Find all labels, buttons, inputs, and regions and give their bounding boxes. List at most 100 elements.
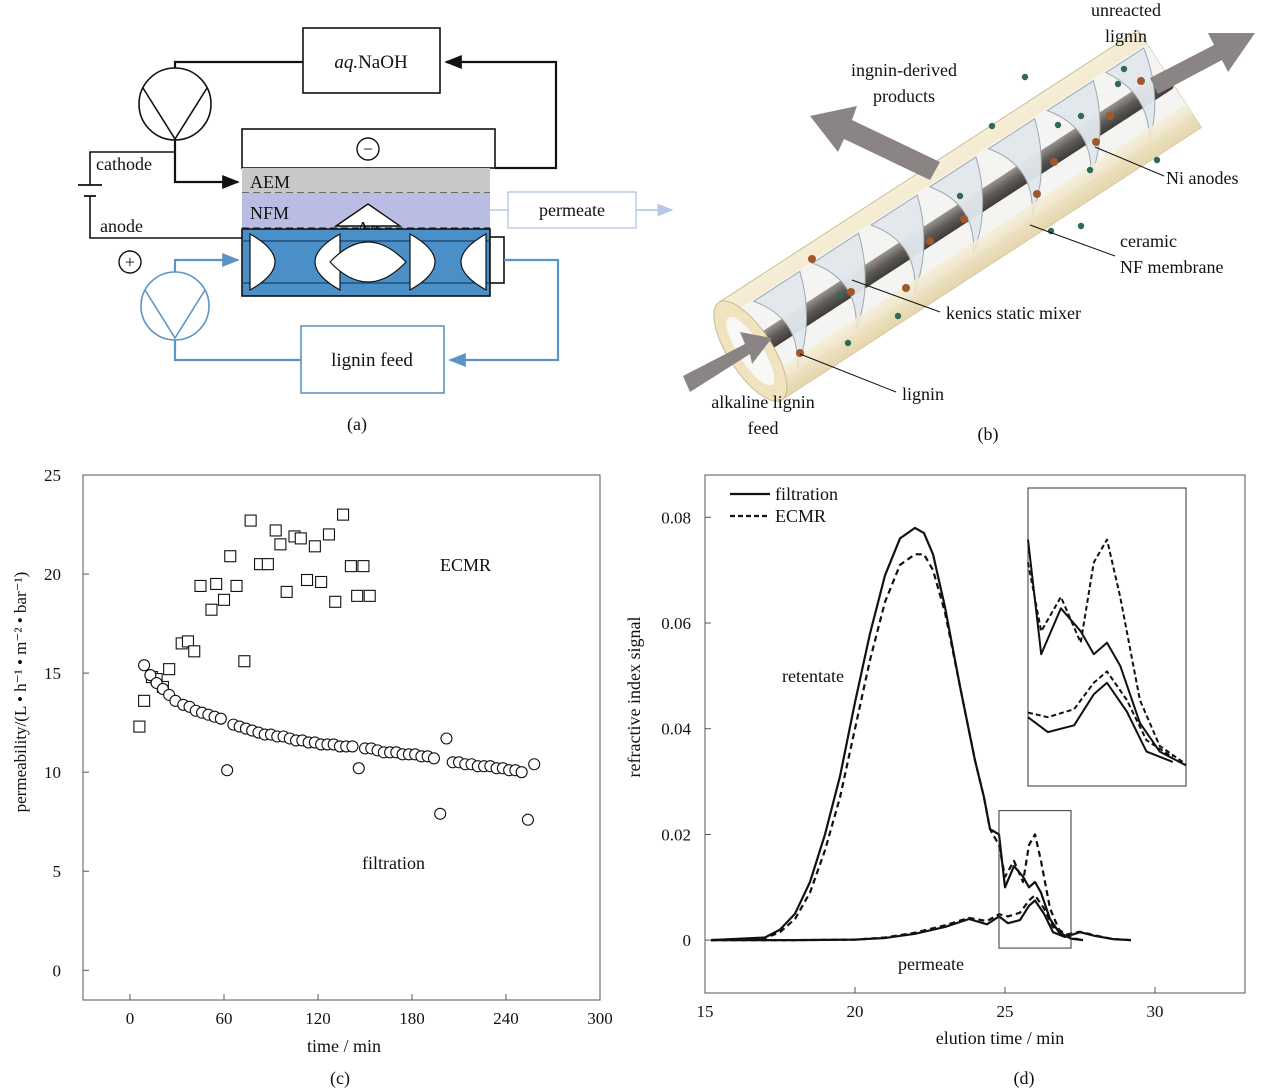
- inset-series-line: [1027, 670, 1174, 759]
- y-tick-label: 10: [44, 763, 61, 782]
- panel-c-permeability-chart: 0 60 120 180 240 300 0 5 10 15 20 25 ECMR filtrati…: [11, 466, 613, 1089]
- naoh-reservoir-box: [302, 27, 441, 94]
- feed-flow-arrow: [683, 332, 772, 392]
- panel-b-caption: (b): [978, 424, 999, 445]
- reactor-tube: [713, 29, 1202, 402]
- x-tick-label: 0: [126, 1009, 135, 1028]
- minus-symbol: −: [363, 139, 373, 159]
- unreacted-lignin-label: unreacted lignin: [1091, 0, 1161, 46]
- products-flow-arrow: [810, 106, 940, 180]
- permeate-label: permeate: [539, 200, 605, 220]
- chart-c-x-ticks: 0 60 120 180 240 300: [126, 994, 613, 1028]
- legend-filtration-label: filtration: [775, 484, 838, 504]
- x-tick-label: 180: [399, 1009, 425, 1028]
- x-tick-label: 25: [997, 1002, 1014, 1021]
- series-line: [710, 526, 1084, 942]
- chart-d-legend: filtration ECMR: [730, 484, 838, 526]
- panel-c-caption: (c): [330, 1068, 350, 1089]
- label-line: lignin: [1105, 26, 1147, 46]
- plus-circle: [118, 250, 142, 274]
- ecmr-point: [294, 532, 307, 545]
- y-tick-label: 0.08: [661, 508, 691, 527]
- catholyte-pump: [138, 67, 212, 141]
- lignin-feed-box: [300, 325, 445, 394]
- chart-c-frame: [82, 474, 601, 1001]
- ecmr-point: [300, 573, 314, 587]
- ecmr-point: [224, 550, 237, 563]
- x-tick-label: 60: [216, 1009, 233, 1028]
- cathode-wire: [89, 151, 175, 185]
- pump-to-cell-line: [173, 140, 240, 190]
- inset-series-line: [1027, 538, 1187, 766]
- ecmr-point: [357, 560, 370, 573]
- zoom-region-box: [998, 810, 1072, 949]
- inset-series-line: [1027, 681, 1174, 763]
- chart-d-x-ticks: 15 20 25 30: [697, 987, 1164, 1021]
- y-tick-label: 15: [44, 664, 61, 683]
- feed-to-pump-line: [173, 340, 301, 362]
- filtration-point: [221, 764, 234, 777]
- ecmr-point: [322, 528, 336, 541]
- y-tick-label: 0.06: [661, 614, 691, 633]
- ecmr-point: [261, 558, 274, 571]
- ecmr-point: [337, 508, 350, 521]
- x-tick-label: 30: [1147, 1002, 1164, 1021]
- filtration-point: [521, 813, 534, 826]
- y-tick-label: 20: [44, 565, 61, 584]
- chart-d-y-ticks: 0 0.02 0.04 0.06 0.08: [661, 508, 711, 950]
- y-tick-label: 0.02: [661, 825, 691, 844]
- ecmr-point: [163, 663, 176, 676]
- inset-zoomed-lines: [1027, 538, 1187, 767]
- ecmr-point: [217, 593, 231, 606]
- anode-label: anode: [100, 216, 143, 236]
- channel-to-feed-line: [448, 258, 560, 368]
- ecmr-point: [238, 655, 251, 668]
- ecmr-point: [205, 603, 218, 616]
- ecmr-point: [244, 514, 257, 527]
- chart-c-x-axis-label: time / min: [307, 1036, 381, 1056]
- ecmr-point: [344, 560, 357, 573]
- y-tick-label: 5: [53, 862, 62, 881]
- ecmr-point: [269, 524, 282, 537]
- nfm-label: NFM: [250, 203, 289, 223]
- chart-d-frame: [704, 474, 1246, 994]
- chart-d-x-axis-label: elution time / min: [936, 1028, 1065, 1048]
- ecmr-point: [194, 579, 207, 592]
- series-line: [711, 894, 1132, 942]
- chart-c-marks: [133, 508, 541, 826]
- permeate-box: [507, 191, 637, 229]
- ceramic-label: ceramic NF membrane: [1120, 231, 1223, 277]
- legend-ecmr-label: ECMR: [775, 506, 826, 526]
- ecmr-point: [138, 694, 151, 707]
- y-tick-label: 0: [683, 931, 692, 950]
- filtration-point: [214, 712, 227, 725]
- x-tick-label: 20: [847, 1002, 864, 1021]
- panel-d-caption: (d): [1014, 1068, 1035, 1089]
- chart-d-lines: [710, 526, 1132, 942]
- pump-to-channel-line: [173, 252, 240, 272]
- filtration-point: [434, 807, 447, 820]
- ecmr-point: [133, 720, 146, 733]
- panel-b-reactor-illustration: unreacted lignin ingnin-derived products N…: [683, 0, 1255, 445]
- filtration-point: [440, 732, 453, 745]
- aem-layer: [242, 168, 490, 193]
- static-mixer-elements: [249, 232, 487, 292]
- ecmr-point: [329, 595, 342, 608]
- lignin-feed-label: lignin feed: [331, 350, 413, 371]
- label-line: NF membrane: [1120, 257, 1223, 277]
- catholyte-pump-symbol: [142, 87, 208, 141]
- x-tick-label: 120: [305, 1009, 331, 1028]
- minus-circle: [356, 137, 380, 161]
- panel-d-elution-chart: 15 20 25 30 0 0.02 0.04 0.06 0.08 filtration EC…: [624, 474, 1246, 1089]
- delta-p-label: Δp: [357, 218, 379, 238]
- chart-c-y-ticks: 0 5 10 15 20 25: [44, 466, 89, 980]
- feed-pump: [140, 271, 210, 341]
- cell-to-naoh-line: [444, 54, 558, 170]
- filtration-point: [144, 669, 157, 682]
- ecmr-point: [188, 645, 201, 658]
- cathode-label: cathode: [96, 154, 152, 174]
- inset-frame: [1027, 487, 1187, 787]
- filtration-point: [515, 766, 528, 779]
- products-label: ingnin-derived products: [851, 60, 957, 106]
